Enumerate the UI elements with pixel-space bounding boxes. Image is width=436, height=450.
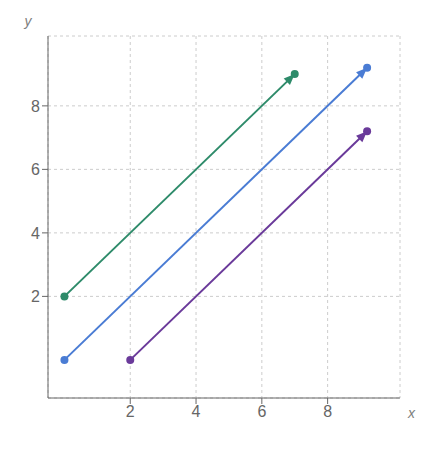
svg-text:4: 4: [192, 403, 201, 420]
svg-text:2: 2: [126, 403, 135, 420]
svg-text:8: 8: [31, 98, 40, 115]
svg-text:8: 8: [323, 403, 332, 420]
svg-text:x: x: [407, 405, 416, 421]
svg-text:4: 4: [31, 225, 40, 242]
svg-text:2: 2: [31, 288, 40, 305]
svg-text:y: y: [24, 13, 33, 29]
svg-text:6: 6: [31, 161, 40, 178]
svg-text:6: 6: [257, 403, 266, 420]
